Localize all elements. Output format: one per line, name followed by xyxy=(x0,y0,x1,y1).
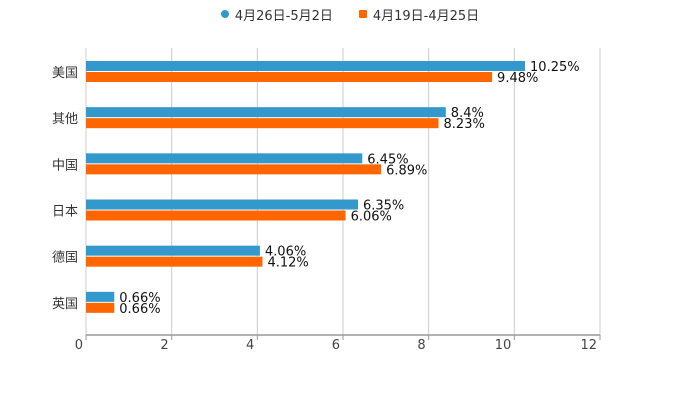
value-label: 4.12% xyxy=(267,256,308,271)
category-label: 德国 xyxy=(52,251,78,266)
bar[interactable] xyxy=(86,256,263,267)
category-label: 美国 xyxy=(52,66,78,81)
value-label: 9.48% xyxy=(497,71,538,86)
chart-legend: 4月26日-5月2日 4月19日-4月25日 xyxy=(0,4,700,24)
category-label: 日本 xyxy=(52,205,78,220)
bar[interactable] xyxy=(86,302,115,313)
value-label: 8.23% xyxy=(444,117,485,132)
bar[interactable] xyxy=(86,153,363,164)
value-label: 0.66% xyxy=(119,291,160,306)
bar[interactable] xyxy=(86,164,382,175)
x-tick-label: 0 xyxy=(75,338,83,353)
legend-item-series-2[interactable]: 4月19日-4月25日 xyxy=(358,5,480,24)
legend-label: 4月19日-4月25日 xyxy=(372,8,480,24)
bar[interactable] xyxy=(86,210,346,221)
legend-label: 4月26日-5月2日 xyxy=(234,8,333,24)
category-label: 中国 xyxy=(52,158,78,173)
value-label: 6.35% xyxy=(363,199,404,214)
bar[interactable] xyxy=(86,199,358,210)
value-label: 6.06% xyxy=(351,210,392,225)
category-label: 英国 xyxy=(52,297,78,312)
value-label: 0.66% xyxy=(119,302,160,317)
bar[interactable] xyxy=(86,118,439,129)
x-tick-label: 6 xyxy=(332,338,340,353)
x-tick-label: 12 xyxy=(580,338,597,353)
legend-square-icon xyxy=(358,10,367,18)
category-label: 其他 xyxy=(52,112,78,127)
legend-item-series-1[interactable]: 4月26日-5月2日 xyxy=(220,5,333,24)
bar[interactable] xyxy=(86,291,115,302)
value-label: 4.06% xyxy=(265,245,306,260)
bar[interactable] xyxy=(86,72,493,82)
bar[interactable] xyxy=(86,61,526,71)
value-label: 10.25% xyxy=(530,60,580,75)
x-tick-label: 4 xyxy=(246,338,254,353)
bar[interactable] xyxy=(86,245,260,256)
x-tick-label: 10 xyxy=(495,338,512,353)
value-label: 6.89% xyxy=(386,163,427,178)
x-tick-label: 8 xyxy=(417,338,425,353)
legend-circle-icon xyxy=(220,10,229,18)
value-label: 6.45% xyxy=(367,152,408,167)
x-tick-label: 2 xyxy=(160,338,168,353)
value-label: 8.4% xyxy=(451,106,484,121)
bar[interactable] xyxy=(86,107,446,118)
